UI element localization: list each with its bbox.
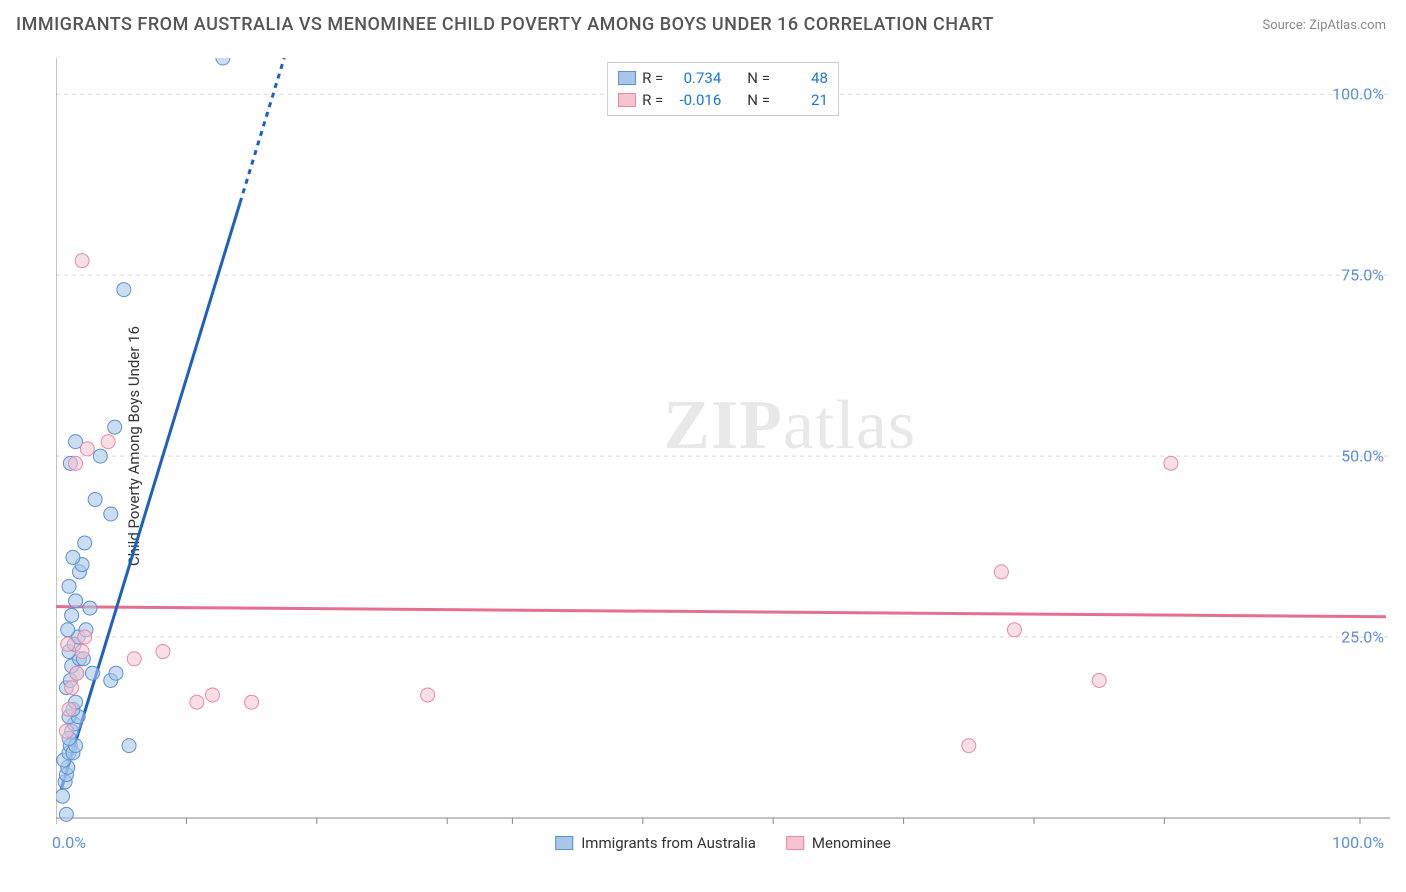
scatter-chart-svg bbox=[56, 58, 1390, 824]
n-value-blue: 48 bbox=[776, 67, 828, 89]
n-label: N = bbox=[747, 89, 770, 111]
legend-item-pink: Menominee bbox=[786, 834, 891, 852]
n-label: N = bbox=[747, 67, 770, 89]
swatch-blue bbox=[555, 836, 573, 850]
x-tick-label: 0.0% bbox=[52, 833, 86, 852]
r-label: R = bbox=[642, 89, 663, 111]
swatch-blue bbox=[618, 71, 636, 85]
swatch-pink bbox=[786, 836, 804, 850]
n-value-pink: 21 bbox=[776, 89, 828, 111]
legend-item-blue: Immigrants from Australia bbox=[555, 834, 756, 852]
chart-area: ZIPatlas R = 0.734 N = 48 R = -0.016 N =… bbox=[56, 58, 1390, 824]
chart-title: IMMIGRANTS FROM AUSTRALIA VS MENOMINEE C… bbox=[16, 14, 994, 35]
x-tick-label: 100.0% bbox=[1332, 833, 1384, 852]
y-tick-label: 50.0% bbox=[1341, 447, 1384, 466]
r-value-blue: 0.734 bbox=[669, 67, 721, 89]
legend-row-blue: R = 0.734 N = 48 bbox=[618, 67, 828, 89]
y-tick-label: 25.0% bbox=[1341, 628, 1384, 647]
series-legend: Immigrants from Australia Menominee bbox=[555, 834, 891, 852]
legend-label-pink: Menominee bbox=[812, 834, 891, 852]
correlation-legend: R = 0.734 N = 48 R = -0.016 N = 21 bbox=[607, 62, 839, 116]
legend-label-blue: Immigrants from Australia bbox=[581, 834, 756, 852]
source-label: Source: ZipAtlas.com bbox=[1262, 18, 1386, 33]
y-tick-label: 100.0% bbox=[1332, 85, 1384, 104]
swatch-pink bbox=[618, 93, 636, 107]
r-value-pink: -0.016 bbox=[669, 89, 721, 111]
legend-row-pink: R = -0.016 N = 21 bbox=[618, 89, 828, 111]
r-label: R = bbox=[642, 67, 663, 89]
y-tick-label: 75.0% bbox=[1341, 266, 1384, 285]
